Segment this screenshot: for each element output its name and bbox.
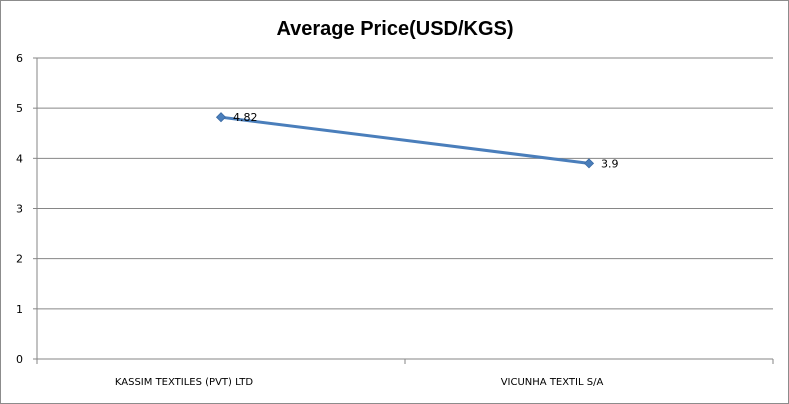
- y-tick-label: 5: [16, 102, 23, 115]
- data-labels: 4.82 3.9: [233, 111, 619, 170]
- x-axis-ticks: KASSIM TEXTILES (PVT) LTD VICUNHA TEXTIL …: [115, 377, 604, 388]
- data-label: 4.82: [233, 111, 258, 124]
- y-tick-label: 1: [16, 303, 23, 316]
- axes: [33, 57, 774, 364]
- y-tick-label: 4: [16, 152, 23, 165]
- series: [215, 112, 595, 169]
- data-point-marker: [583, 158, 595, 169]
- chart-title: Average Price(USD/KGS): [276, 18, 513, 40]
- gridlines: [37, 57, 773, 310]
- y-tick-label: 2: [16, 253, 23, 266]
- y-tick-label: 0: [16, 353, 23, 366]
- y-tick-label: 3: [16, 203, 23, 216]
- y-tick-label: 6: [16, 52, 23, 65]
- data-point-marker: [215, 112, 227, 123]
- y-axis-ticks: 0 1 2 3 4 5 6: [16, 52, 23, 366]
- data-label: 3.9: [601, 157, 619, 170]
- x-category-label: KASSIM TEXTILES (PVT) LTD: [115, 377, 254, 388]
- series-line: [220, 115, 590, 165]
- x-category-label: VICUNHA TEXTIL S/A: [501, 377, 604, 388]
